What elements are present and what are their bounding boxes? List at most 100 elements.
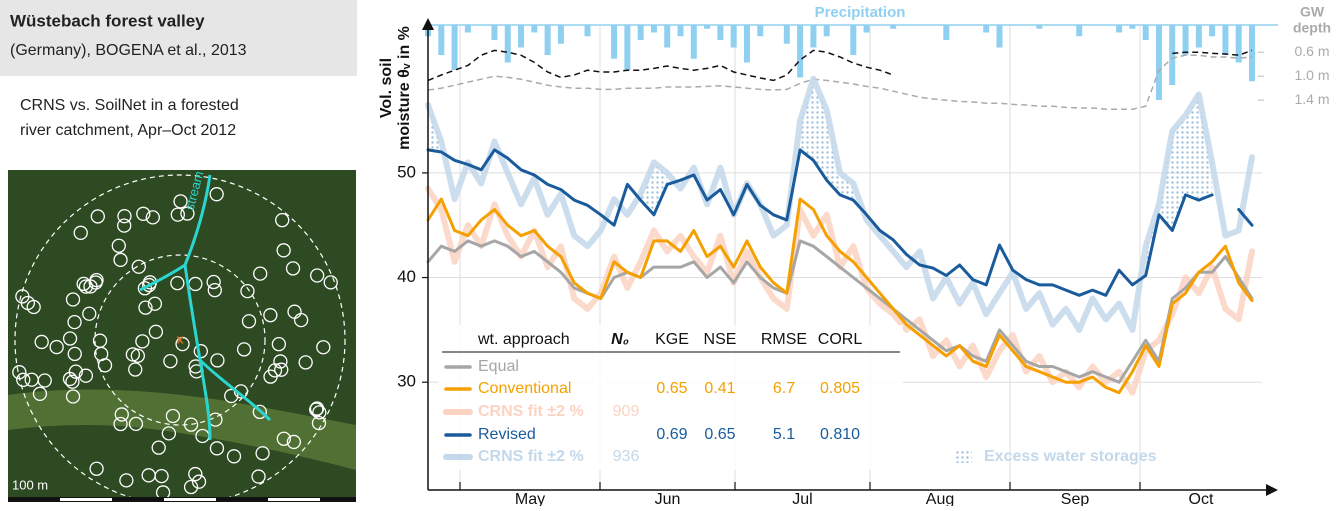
sensor bbox=[285, 261, 301, 276]
y2-tick-label: 1.0 m bbox=[1294, 67, 1329, 83]
sensor bbox=[323, 275, 338, 290]
sensor bbox=[316, 340, 331, 355]
precip-bar bbox=[1182, 25, 1189, 55]
sensor bbox=[155, 485, 171, 497]
y-axis-label: Vol. soil bbox=[378, 58, 395, 118]
sensor bbox=[286, 434, 302, 450]
sensor bbox=[226, 449, 242, 464]
x-tick-label: Jun bbox=[655, 491, 681, 506]
sensor bbox=[128, 416, 144, 432]
precip-bar bbox=[1116, 25, 1123, 33]
precip-bar bbox=[757, 25, 764, 37]
sensor bbox=[209, 441, 225, 456]
x-tick-label: Oct bbox=[1189, 491, 1214, 506]
legend-label: CRNS fit ±2 % bbox=[478, 448, 584, 465]
excess-label: Excess water storages bbox=[984, 448, 1157, 465]
gw-label: depth bbox=[1293, 20, 1331, 36]
precip-bar bbox=[504, 25, 511, 63]
excess-area bbox=[800, 78, 854, 201]
legend-header: RMSE bbox=[761, 331, 807, 348]
series-line bbox=[425, 75, 1255, 333]
sensor bbox=[188, 466, 203, 482]
scale-bar bbox=[8, 497, 356, 502]
sensor bbox=[117, 218, 132, 233]
gw-line bbox=[427, 49, 1253, 82]
legend-n0: 936 bbox=[613, 448, 640, 465]
precip-bar bbox=[1155, 25, 1162, 100]
panel-subtitle: (Germany), BOGENA et al., 2013 bbox=[10, 42, 247, 59]
clearing bbox=[8, 389, 356, 470]
precip-bar bbox=[783, 25, 790, 44]
legend-header: NSE bbox=[704, 331, 737, 348]
series-line bbox=[426, 148, 1254, 297]
legend-header: KGE bbox=[655, 331, 689, 348]
precip-bar bbox=[1222, 25, 1229, 55]
sensor bbox=[94, 346, 109, 362]
y-axis-arrow bbox=[422, 18, 434, 30]
sensor bbox=[287, 304, 302, 319]
sensor bbox=[255, 446, 270, 461]
precip-bar bbox=[1169, 25, 1176, 85]
legend-header: wt. approach bbox=[477, 331, 570, 348]
stream-line bbox=[139, 174, 272, 441]
sensor bbox=[138, 300, 153, 315]
series-line bbox=[426, 197, 1254, 395]
sensor bbox=[131, 259, 146, 274]
legend-label: Conventional bbox=[478, 380, 571, 397]
precip-bar bbox=[823, 25, 830, 37]
sensor bbox=[161, 426, 177, 441]
caption: river catchment, Apr–Oct 2012 bbox=[20, 122, 236, 139]
x-tick-label: May bbox=[515, 491, 545, 506]
sensor bbox=[88, 275, 103, 290]
plot: 30 40 50 Precipitation 0.6 m 1.0 m 1.4 m GWdept… bbox=[378, 4, 1331, 509]
sensor bbox=[175, 336, 190, 352]
x-tick-label: Jul bbox=[792, 491, 812, 506]
sensor bbox=[65, 389, 81, 404]
precip-bar bbox=[943, 25, 950, 40]
sensor bbox=[253, 266, 268, 281]
sensor bbox=[180, 206, 195, 221]
sensor bbox=[119, 473, 134, 488]
footprint-outer bbox=[14, 174, 346, 497]
precip-bar bbox=[717, 25, 724, 40]
precip-bar bbox=[1249, 25, 1255, 82]
precip-bar bbox=[491, 25, 498, 40]
cosmic-probe: x bbox=[176, 331, 184, 346]
precip-bar bbox=[863, 25, 870, 33]
sensor bbox=[209, 187, 224, 202]
precip-bar bbox=[1129, 25, 1136, 29]
precip-bar bbox=[1209, 25, 1216, 37]
precip-bar bbox=[611, 25, 618, 59]
sensor bbox=[240, 283, 255, 299]
sensor bbox=[65, 292, 81, 307]
precip-bar bbox=[438, 25, 445, 55]
sensor bbox=[89, 461, 104, 476]
sensor bbox=[16, 372, 31, 387]
sensor bbox=[78, 368, 94, 383]
sensor bbox=[67, 314, 82, 330]
sensor bbox=[68, 364, 83, 379]
precip-bar bbox=[451, 25, 458, 70]
precip-bar bbox=[1142, 25, 1149, 40]
sensor bbox=[113, 416, 128, 432]
excess-area bbox=[640, 162, 668, 215]
sensor bbox=[298, 355, 313, 370]
gw-label: GW bbox=[1300, 4, 1325, 20]
sensor bbox=[183, 479, 199, 495]
legend-background bbox=[438, 325, 903, 470]
sensor bbox=[170, 207, 185, 222]
legend-label: CRNS fit ±2 % bbox=[478, 403, 584, 420]
legend-header: N₀ bbox=[611, 331, 629, 348]
sensor bbox=[165, 408, 181, 424]
sensor bbox=[125, 347, 140, 362]
precip-label: Precipitation bbox=[815, 4, 906, 21]
excess-area bbox=[1145, 94, 1213, 276]
sensor bbox=[206, 274, 221, 290]
sensor bbox=[251, 469, 266, 484]
precip-bar bbox=[797, 25, 804, 78]
sensor bbox=[252, 404, 267, 420]
series-line bbox=[426, 239, 1254, 384]
sensor bbox=[210, 353, 225, 368]
